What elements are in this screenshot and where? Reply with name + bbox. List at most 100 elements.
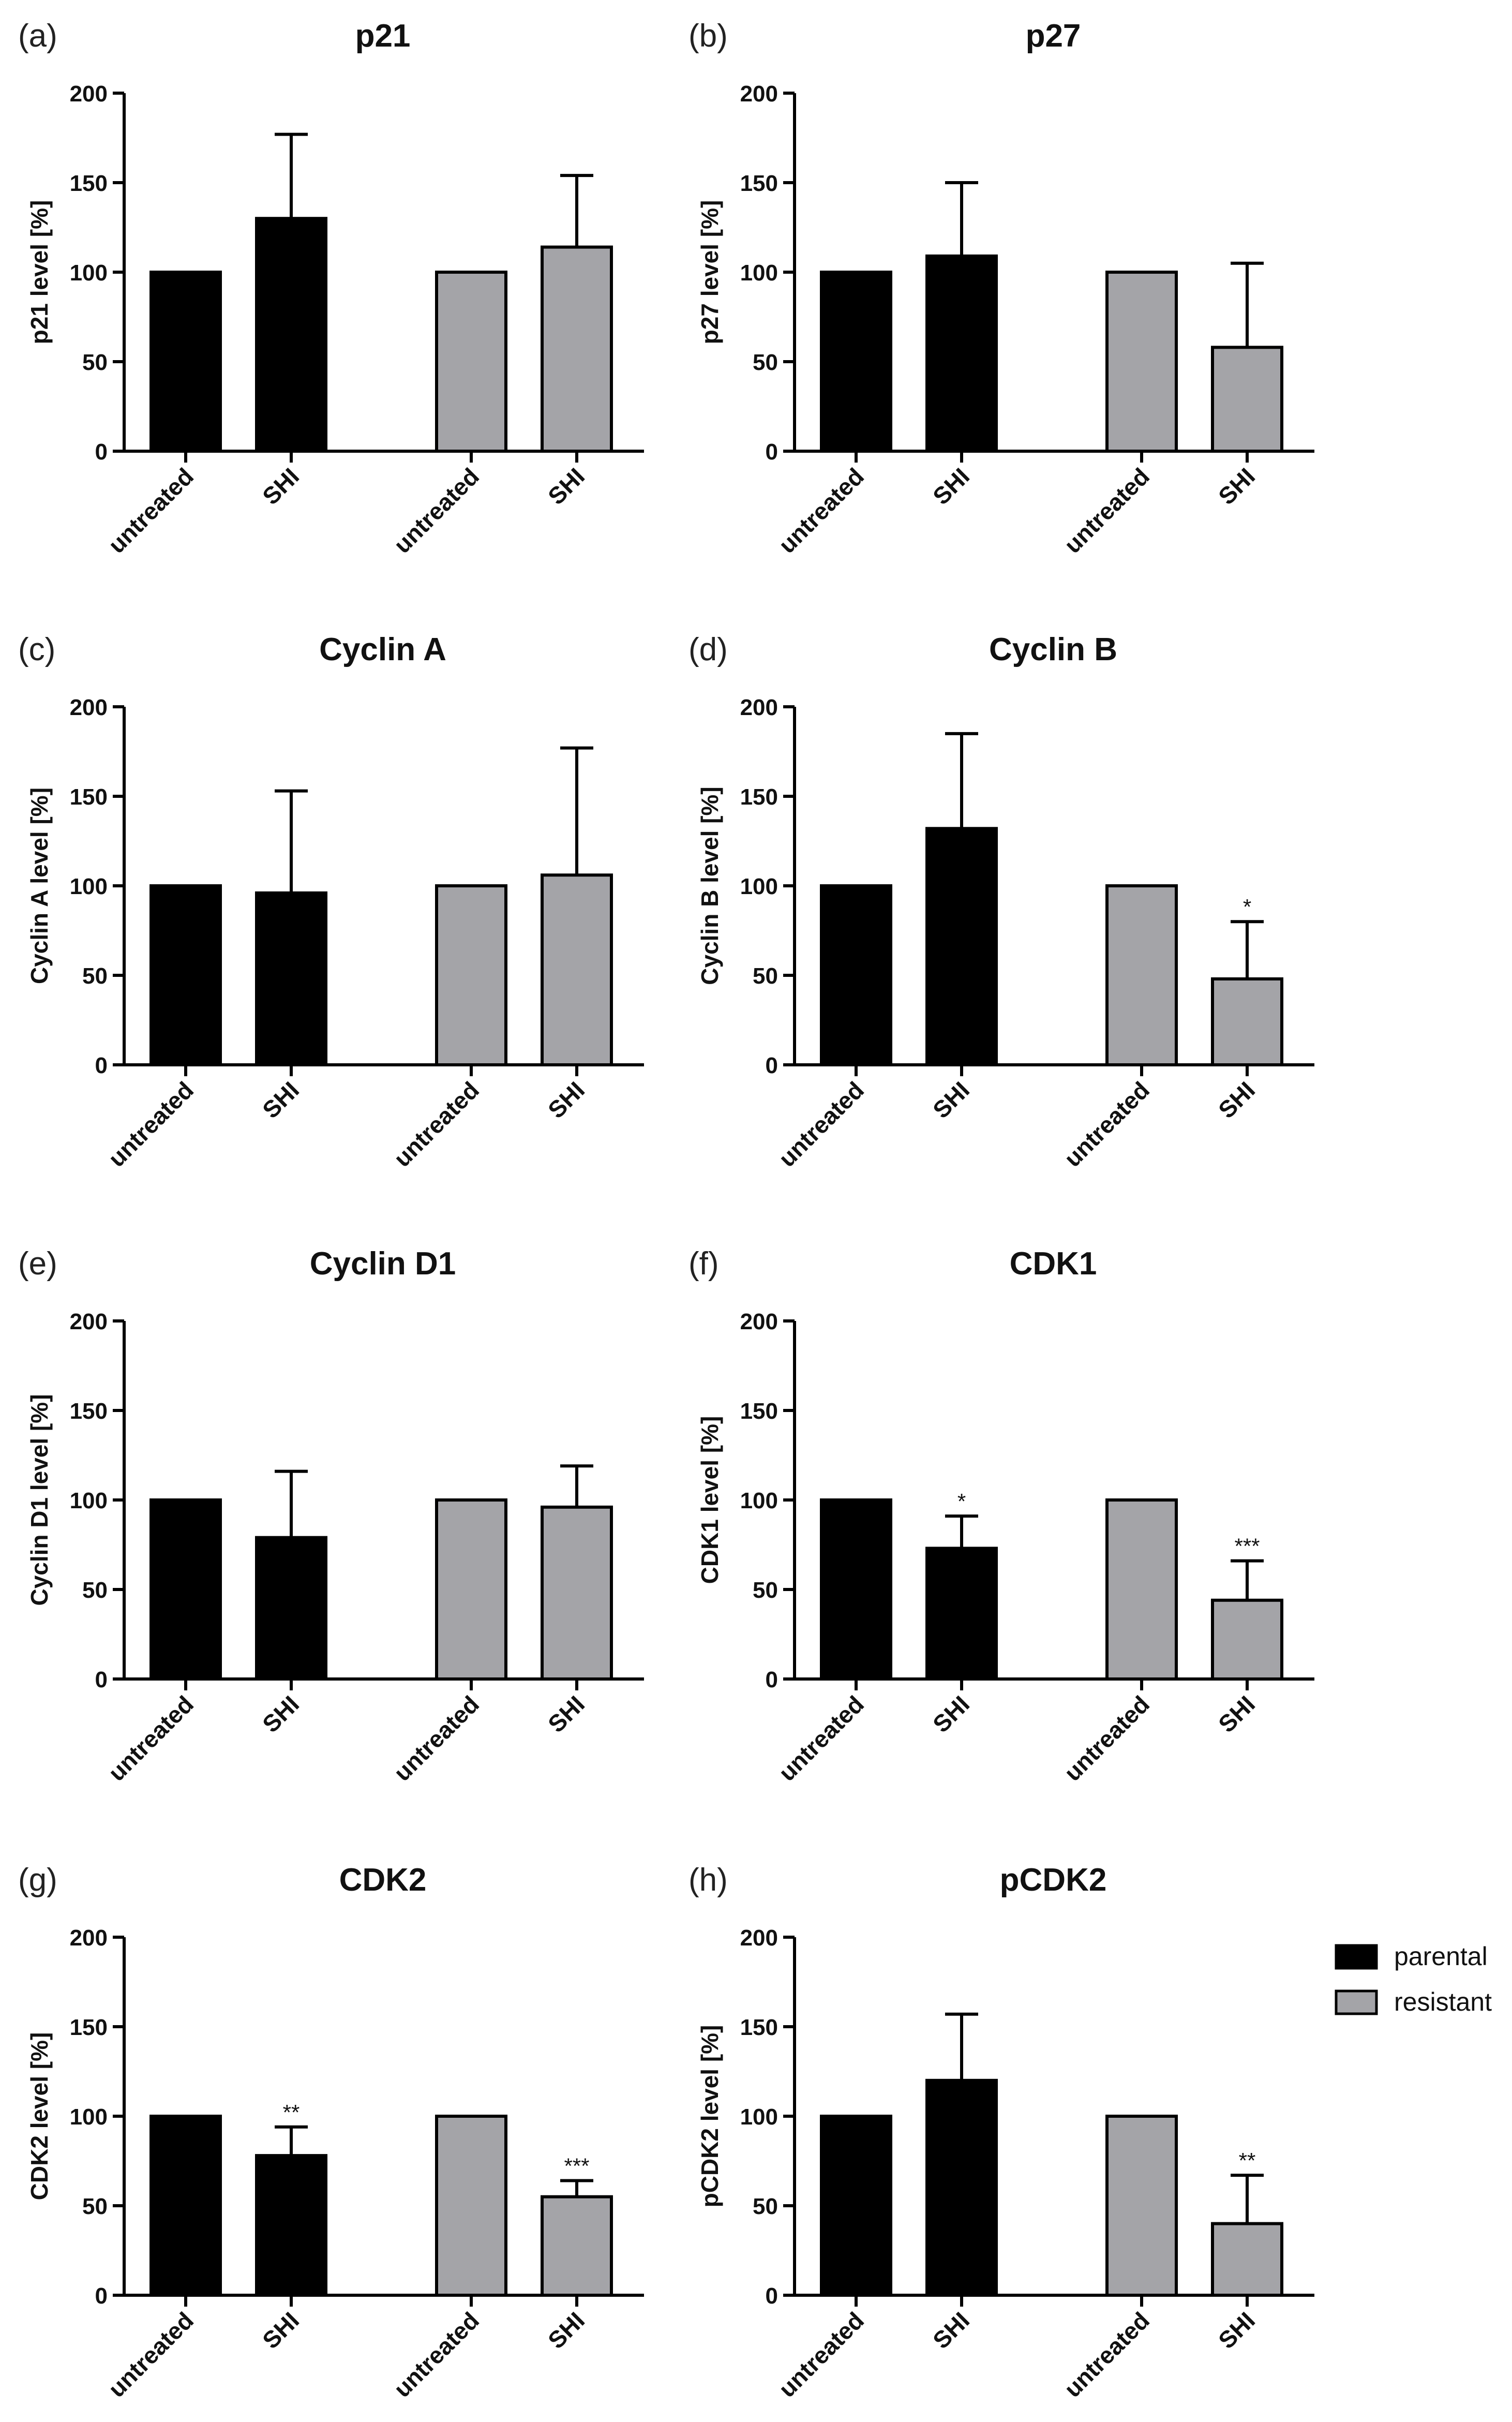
x-tick-label: SHI xyxy=(927,2307,975,2354)
y-tick-label: 200 xyxy=(70,1925,108,1951)
bar xyxy=(255,891,327,1066)
bar xyxy=(820,884,892,1066)
significance-marker: *** xyxy=(564,2154,589,2178)
chart-title: pCDK2 xyxy=(1000,1862,1107,1898)
x-tick-label: SHI xyxy=(1213,2307,1260,2354)
panel-letter: (g) xyxy=(18,1862,57,1898)
chart-panel-e: (e) Cyclin D1 Cyclin D1 level [%] 0 50 100 150… xyxy=(18,1246,644,1786)
y-tick-label: 100 xyxy=(70,874,108,899)
y-axis-label: Cyclin B level [%] xyxy=(696,786,723,985)
y-tick-label: 50 xyxy=(753,350,778,375)
y-tick-label: 200 xyxy=(70,1309,108,1334)
bar xyxy=(149,271,222,453)
panel-letter: (b) xyxy=(688,18,728,54)
legend-label-resistant: resistant xyxy=(1394,1987,1492,2016)
chart-title: p27 xyxy=(1026,18,1081,54)
y-tick-label: 150 xyxy=(740,2015,778,2040)
y-tick-label: 100 xyxy=(70,2104,108,2130)
y-tick-label: 100 xyxy=(70,260,108,286)
y-axis-label: p21 level [%] xyxy=(26,200,53,345)
bar xyxy=(1105,271,1178,453)
x-tick-label: SHI xyxy=(927,1076,975,1123)
y-axis-label: Cyclin A level [%] xyxy=(26,787,53,984)
bar xyxy=(1211,346,1283,453)
y-tick-label: 200 xyxy=(740,695,778,720)
y-tick-label: 50 xyxy=(82,963,108,989)
x-tick-label: SHI xyxy=(1213,1690,1260,1737)
bar xyxy=(925,2078,998,2297)
bar xyxy=(541,1505,613,1681)
chart-panel-d: (d) Cyclin B Cyclin B level [%] 0 50 100 150 20… xyxy=(688,632,1314,1172)
bar xyxy=(149,2115,222,2297)
bar xyxy=(149,884,222,1066)
bar xyxy=(255,2154,327,2297)
x-tick-label: SHI xyxy=(257,1690,304,1737)
x-tick-label: SHI xyxy=(257,463,304,510)
chart-title: Cyclin B xyxy=(989,632,1117,667)
x-tick-label: untreated xyxy=(103,1076,199,1172)
panels: (a) p21 p21 level [%] 0 50 100 150 200 untreated… xyxy=(18,18,1314,2402)
x-tick-label: untreated xyxy=(773,2307,869,2402)
bar xyxy=(1105,2115,1178,2297)
x-tick-label: untreated xyxy=(388,463,484,558)
chart-panel-b: (b) p27 p27 level [%] 0 50 100 150 200 untreated… xyxy=(688,18,1314,558)
x-tick-label: SHI xyxy=(927,1690,975,1737)
y-tick-label: 50 xyxy=(753,963,778,989)
x-tick-label: untreated xyxy=(388,1690,484,1786)
y-tick-label: 150 xyxy=(70,1399,108,1424)
y-tick-label: 0 xyxy=(766,2283,778,2309)
chart-panel-f: (f) CDK1 CDK1 level [%] 0 50 100 150 200 untreat… xyxy=(688,1246,1314,1786)
y-tick-label: 200 xyxy=(740,1309,778,1334)
significance-marker: * xyxy=(957,1489,966,1513)
bar xyxy=(435,884,507,1066)
y-tick-label: 100 xyxy=(740,1488,778,1513)
bar xyxy=(925,254,998,453)
y-tick-label: 100 xyxy=(740,2104,778,2130)
bar xyxy=(820,1498,892,1681)
legend-swatch-parental xyxy=(1335,1944,1378,1970)
x-tick-label: SHI xyxy=(257,2307,304,2354)
panel-letter: (d) xyxy=(688,632,728,667)
significance-marker: ** xyxy=(283,2100,300,2124)
legend-swatch-resistant xyxy=(1335,1989,1378,2015)
bar xyxy=(820,2115,892,2297)
bar xyxy=(435,1498,507,1681)
y-tick-label: 200 xyxy=(70,695,108,720)
x-tick-label: untreated xyxy=(1059,463,1155,558)
bar xyxy=(255,1536,327,1681)
x-tick-label: untreated xyxy=(103,463,199,558)
x-tick-label: SHI xyxy=(1213,1076,1260,1123)
x-tick-label: untreated xyxy=(1059,2307,1155,2402)
significance-marker: ** xyxy=(1239,2148,1256,2173)
bar xyxy=(1105,1498,1178,1681)
y-tick-label: 0 xyxy=(766,1667,778,1692)
y-tick-label: 50 xyxy=(753,1578,778,1603)
y-tick-label: 200 xyxy=(70,81,108,107)
bar xyxy=(925,827,998,1067)
bar xyxy=(1105,884,1178,1066)
panel-letter: (c) xyxy=(18,632,55,667)
panel-letter: (h) xyxy=(688,1862,728,1898)
y-tick-label: 50 xyxy=(82,2194,108,2219)
y-tick-label: 200 xyxy=(740,81,778,107)
x-tick-label: untreated xyxy=(388,1076,484,1172)
bar xyxy=(255,217,327,453)
x-tick-label: untreated xyxy=(103,2307,199,2402)
y-axis-label: CDK2 level [%] xyxy=(26,2032,53,2201)
x-tick-label: SHI xyxy=(543,1076,590,1123)
x-tick-label: SHI xyxy=(543,1690,590,1737)
chart-panel-g: (g) CDK2 CDK2 level [%] 0 50 100 150 200 untreat… xyxy=(18,1862,644,2402)
y-tick-label: 200 xyxy=(740,1925,778,1951)
chart-panel-h: (h) pCDK2 pCDK2 level [%] 0 50 100 150 200 untre… xyxy=(688,1862,1314,2402)
bar xyxy=(1211,977,1283,1067)
y-tick-label: 150 xyxy=(740,784,778,810)
chart-panel-c: (c) Cyclin A Cyclin A level [%] 0 50 100 150 20… xyxy=(18,632,644,1172)
x-tick-label: SHI xyxy=(927,463,975,510)
bar xyxy=(435,2115,507,2297)
y-tick-label: 0 xyxy=(766,1053,778,1078)
x-tick-label: untreated xyxy=(1059,1076,1155,1172)
bar xyxy=(541,2195,613,2297)
y-axis-label: Cyclin D1 level [%] xyxy=(26,1394,53,1606)
bar xyxy=(435,271,507,453)
